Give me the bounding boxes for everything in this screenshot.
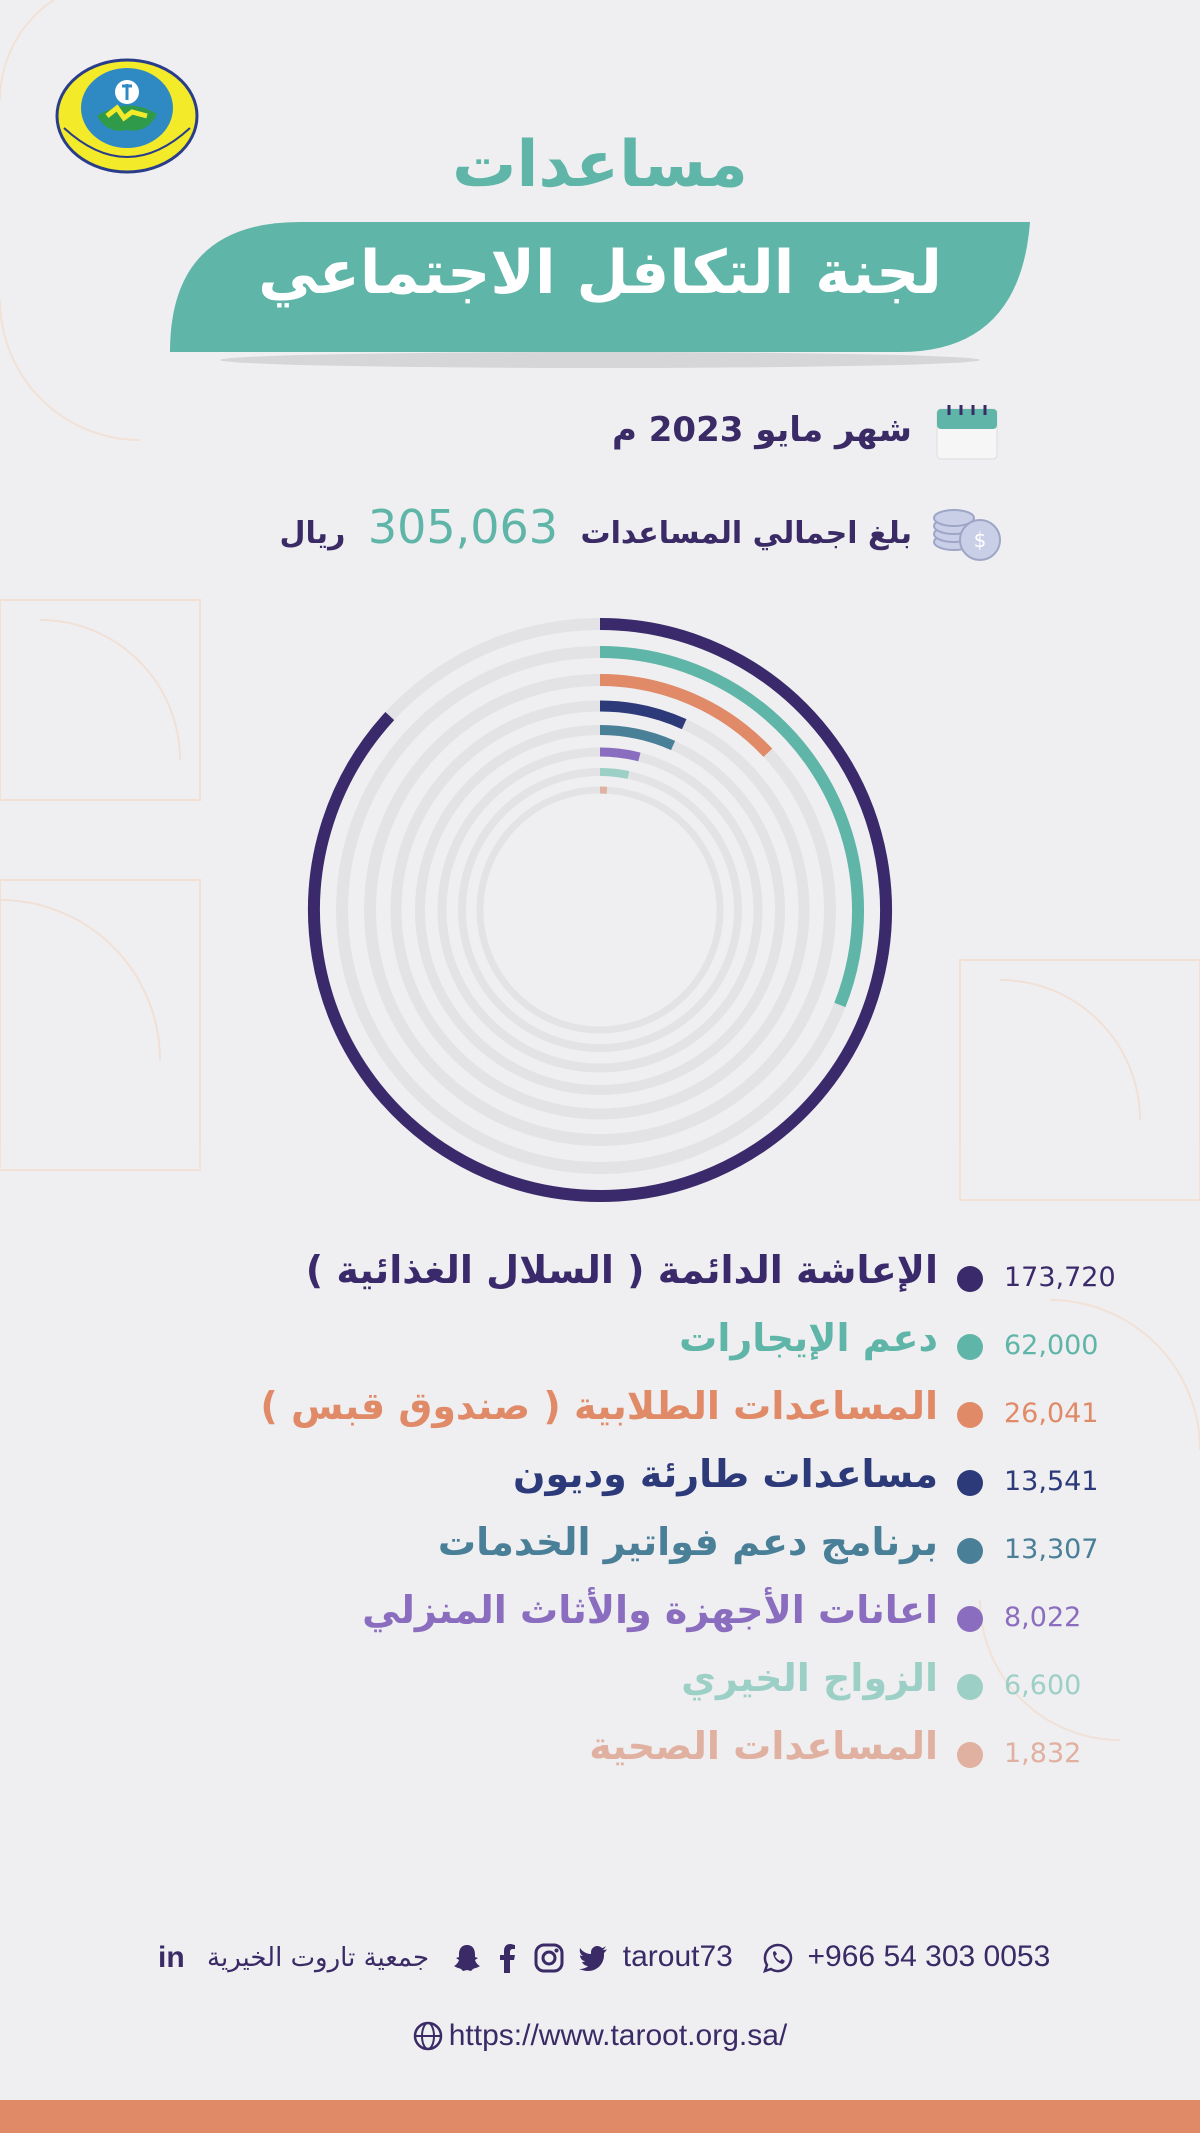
legend-dot bbox=[957, 1674, 983, 1700]
legend-label: اعانات الأجهزة والأثاث المنزلي bbox=[362, 1588, 938, 1632]
chart-track bbox=[415, 725, 785, 1095]
chart-track bbox=[437, 747, 763, 1073]
legend-value: 13,307 bbox=[1004, 1534, 1099, 1565]
social-handle[interactable]: tarout73 bbox=[622, 1940, 733, 1973]
org-name: جمعية تاروت الخيرية bbox=[207, 1943, 430, 1973]
report-month: شهر مايو 2023 م bbox=[611, 410, 912, 450]
total-assistance: بلغ اجمالي المساعدات 305,063 ريال bbox=[280, 500, 912, 554]
chart-track bbox=[390, 700, 810, 1120]
total-currency: ريال bbox=[279, 516, 346, 551]
chart-track bbox=[458, 768, 742, 1052]
total-amount: 305,063 bbox=[367, 500, 559, 554]
legend-label: المساعدات الطلابية ( صندوق قبس ) bbox=[260, 1384, 938, 1428]
globe-icon bbox=[413, 2021, 442, 2051]
committee-title: لجنة التكافل الاجتماعي bbox=[258, 238, 942, 308]
legend-label: الإعاشة الدائمة ( السلال الغذائية ) bbox=[305, 1248, 938, 1292]
legend-dot bbox=[957, 1606, 983, 1632]
legend-label: المساعدات الصحية bbox=[589, 1724, 938, 1768]
legend-value: 62,000 bbox=[1004, 1330, 1099, 1361]
legend-value: 13,541 bbox=[1004, 1466, 1099, 1497]
legend-item: الزواج الخيري 6,600 bbox=[0, 1656, 1200, 1716]
legend-label: دعم الإيجارات bbox=[679, 1316, 938, 1360]
calendar-icon bbox=[936, 405, 998, 460]
legend-item: مساعدات طارئة وديون 13,541 bbox=[0, 1452, 1200, 1512]
legend-value: 8,022 bbox=[1004, 1602, 1082, 1633]
bottom-bar bbox=[0, 2100, 1200, 2133]
legend-item: الإعاشة الدائمة ( السلال الغذائية ) 173,7… bbox=[0, 1248, 1200, 1308]
chart-bar bbox=[599, 646, 864, 1008]
legend-item: المساعدات الصحية 1,832 bbox=[0, 1724, 1200, 1784]
legend-value: 173,720 bbox=[1004, 1262, 1116, 1293]
legend-label: الزواج الخيري bbox=[681, 1656, 938, 1700]
legend-item: اعانات الأجهزة والأثاث المنزلي 8,022 bbox=[0, 1588, 1200, 1648]
legend-item: برنامج دعم فواتير الخدمات 13,307 bbox=[0, 1520, 1200, 1580]
legend-dot bbox=[957, 1470, 983, 1496]
website-link[interactable]: https://www.taroot.org.sa/ bbox=[0, 2018, 1200, 2053]
legend-value: 1,832 bbox=[1004, 1738, 1082, 1769]
legend-item: دعم الإيجارات 62,000 bbox=[0, 1316, 1200, 1376]
chart-bar bbox=[599, 747, 641, 762]
legend-dot bbox=[957, 1266, 983, 1292]
chart-track bbox=[476, 786, 724, 1034]
legend-dot bbox=[957, 1538, 983, 1564]
website-url[interactable]: https://www.taroot.org.sa/ bbox=[448, 2019, 788, 2053]
legend-label: مساعدات طارئة وديون bbox=[513, 1452, 938, 1496]
legend-label: برنامج دعم فواتير الخدمات bbox=[437, 1520, 938, 1564]
chart-bar bbox=[599, 725, 676, 751]
org-logo bbox=[55, 58, 199, 174]
radial-bar-chart bbox=[308, 618, 892, 1202]
legend-dot bbox=[957, 1402, 983, 1428]
legend-dot bbox=[957, 1334, 983, 1360]
legend-dot bbox=[957, 1742, 983, 1768]
linkedin-icon[interactable]: in bbox=[158, 1941, 185, 1975]
chart-bar bbox=[599, 700, 687, 730]
phone-number[interactable]: +966 54 303 0053 bbox=[807, 1940, 1051, 1973]
snapchat-icon[interactable] bbox=[453, 1943, 481, 1973]
chart-bar bbox=[599, 768, 630, 779]
legend-value: 26,041 bbox=[1004, 1398, 1099, 1429]
instagram-icon[interactable] bbox=[534, 1943, 564, 1973]
total-prefix: بلغ اجمالي المساعدات bbox=[580, 516, 913, 551]
facebook-icon[interactable] bbox=[498, 1943, 518, 1974]
twitter-icon[interactable] bbox=[578, 1945, 608, 1972]
chart-bar bbox=[599, 674, 773, 757]
whatsapp-icon[interactable] bbox=[763, 1943, 793, 1974]
legend-item: المساعدات الطلابية ( صندوق قبس ) 26,041 bbox=[0, 1384, 1200, 1444]
svg-text:$: $ bbox=[974, 528, 987, 552]
title-banner bbox=[170, 222, 1030, 368]
chart-bar bbox=[308, 618, 892, 1202]
coins-icon: $ bbox=[933, 509, 1001, 561]
page-title: مساعدات bbox=[452, 128, 748, 202]
legend-value: 6,600 bbox=[1004, 1670, 1082, 1701]
